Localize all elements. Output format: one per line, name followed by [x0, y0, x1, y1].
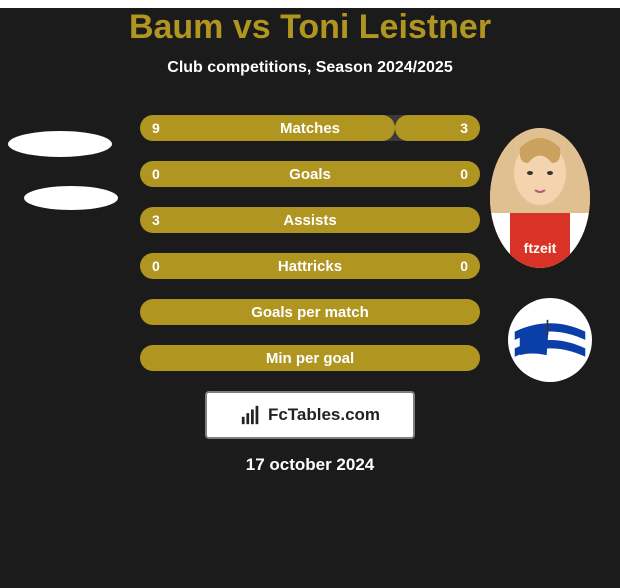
- stat-label: Goals per match: [251, 304, 369, 321]
- stat-label: Min per goal: [266, 350, 354, 367]
- date: 17 october 2024: [0, 455, 620, 475]
- stat-value-right: 0: [460, 166, 468, 182]
- svg-text:ftzeit: ftzeit: [524, 240, 557, 256]
- page-title: Baum vs Toni Leistner: [0, 8, 620, 47]
- stat-row: 0 0 Hattricks: [140, 253, 480, 279]
- stat-value-left: 3: [152, 212, 160, 228]
- stat-row: Goals per match: [140, 299, 480, 325]
- stat-label: Hattricks: [278, 258, 342, 275]
- watermark-text: FcTables.com: [268, 405, 380, 425]
- comparison-card: Baum vs Toni Leistner Club competitions,…: [0, 8, 620, 588]
- stat-value-left: 9: [152, 120, 160, 136]
- left-avatar-highlight-1: [8, 131, 112, 157]
- club-right-badge: [508, 298, 592, 382]
- left-avatar-highlight-2: [24, 186, 118, 210]
- stat-fill-left: [140, 115, 395, 141]
- stat-label: Goals: [289, 166, 331, 183]
- stat-value-right: 3: [460, 120, 468, 136]
- stat-row: 3 Assists: [140, 207, 480, 233]
- stat-label: Matches: [280, 120, 340, 137]
- stats-list: 9 3 Matches 0 0 Goals 3 Assists 0 0 Hattricks Goals…: [140, 115, 480, 371]
- stat-row: Min per goal: [140, 345, 480, 371]
- chart-bars-icon: [240, 404, 262, 426]
- stat-row: 0 0 Goals: [140, 161, 480, 187]
- watermark: FcTables.com: [205, 391, 415, 439]
- stat-label: Assists: [283, 212, 336, 229]
- stat-value-left: 0: [152, 166, 160, 182]
- subtitle: Club competitions, Season 2024/2025: [0, 59, 620, 77]
- stat-row: 9 3 Matches: [140, 115, 480, 141]
- player-right-avatar: ftzeit: [490, 128, 590, 268]
- stat-value-left: 0: [152, 258, 160, 274]
- stat-value-right: 0: [460, 258, 468, 274]
